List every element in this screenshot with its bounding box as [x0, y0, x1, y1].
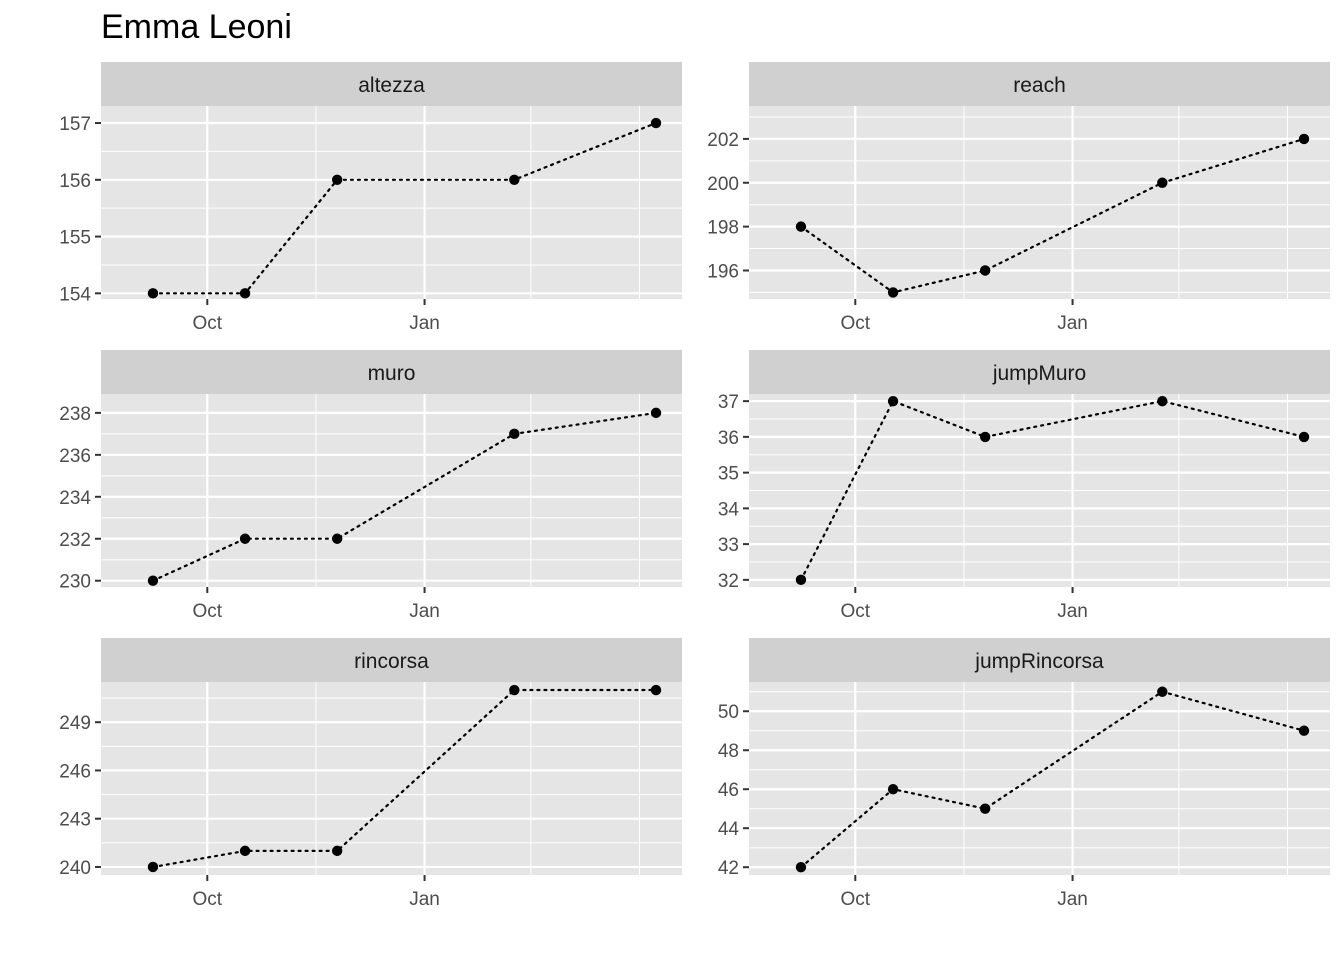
y-tick-label: 33 [718, 535, 739, 556]
facet-strip [749, 62, 1330, 106]
data-point [650, 407, 662, 419]
x-tick-label: Oct [192, 601, 222, 622]
y-tick-label: 232 [59, 530, 91, 551]
data-point [1298, 133, 1310, 145]
y-tick-label: 230 [59, 572, 91, 593]
facet-label: altezza [358, 74, 425, 97]
chart-title: Emma Leoni [101, 8, 292, 46]
facet-strip [749, 638, 1330, 682]
y-tick-label: 198 [707, 218, 739, 239]
x-tick-label: Jan [1057, 313, 1088, 334]
panel-rincorsa: rincorsa 240 243 246 249 Oct Jan [59, 638, 682, 910]
data-point [1157, 686, 1168, 697]
series-line [799, 137, 1306, 294]
y-tick-label: 202 [707, 130, 739, 151]
data-point [979, 431, 991, 443]
data-point [509, 174, 520, 185]
data-point [887, 784, 899, 795]
y-tick-label: 155 [59, 228, 91, 249]
facet-label: rincorsa [354, 650, 429, 673]
data-point [1298, 725, 1310, 736]
y-tick-label: 243 [59, 810, 91, 831]
data-point [239, 288, 251, 299]
data-point [509, 684, 520, 696]
facet-label: muro [368, 362, 416, 385]
y-tick-label: 36 [718, 428, 739, 449]
y-tick-label: 32 [718, 571, 739, 592]
data-point [331, 174, 343, 185]
y-tick-label: 34 [718, 499, 740, 520]
y-tick-label: 48 [718, 741, 739, 762]
panel-jumpMuro: jumpMuro 32 33 34 35 36 37 Oct Jan [718, 350, 1330, 622]
data-point [795, 862, 807, 873]
y-tick-label: 196 [707, 261, 739, 282]
data-point [331, 533, 343, 544]
x-tick-label: Oct [192, 889, 222, 910]
y-tick-label: 46 [718, 780, 739, 801]
panel-background [101, 106, 682, 299]
data-point [509, 428, 520, 440]
data-point [887, 287, 899, 298]
data-point [795, 574, 807, 586]
x-tick-label: Jan [409, 889, 440, 910]
data-point [147, 288, 159, 299]
panel-muro: muro 230 232 234 236 238 Oct Jan [59, 350, 682, 622]
y-tick-label: 236 [59, 446, 91, 467]
y-tick-label: 157 [59, 114, 91, 135]
y-tick-label: 234 [59, 488, 91, 509]
facet-label: jumpRincorsa [974, 650, 1104, 673]
panel-background [101, 682, 682, 875]
x-tick-label: Oct [840, 889, 870, 910]
data-point [650, 117, 662, 129]
facet-strip [101, 62, 682, 106]
x-tick-label: Jan [1057, 889, 1088, 910]
y-tick-label: 240 [59, 858, 91, 879]
data-point [1157, 395, 1168, 407]
data-point [887, 395, 899, 407]
y-tick-label: 246 [59, 761, 91, 782]
x-tick-label: Oct [192, 313, 222, 334]
data-point [331, 845, 343, 857]
data-point [147, 575, 159, 586]
x-tick-label: Oct [840, 601, 870, 622]
y-tick-label: 35 [718, 464, 739, 485]
panel-reach: reach 196 198 200 202 Oct Jan [707, 62, 1330, 334]
panel-background [749, 682, 1330, 875]
data-point [1157, 177, 1168, 188]
panel-background [101, 394, 682, 587]
data-point [147, 861, 159, 873]
y-tick-label: 37 [718, 392, 739, 413]
data-point [1298, 431, 1310, 443]
panel-altezza: altezza 154 155 156 157 Oct Jan [59, 62, 682, 334]
y-tick-label: 200 [707, 174, 739, 195]
data-point [650, 684, 662, 696]
facet-label: jumpMuro [992, 362, 1086, 385]
data-point [795, 221, 807, 232]
x-tick-label: Jan [1057, 601, 1088, 622]
data-point [239, 533, 251, 544]
y-tick-label: 249 [59, 713, 91, 734]
facet-strip [749, 350, 1330, 394]
y-tick-label: 44 [718, 819, 740, 840]
panel-jumpRincorsa: jumpRincorsa 42 44 46 48 50 Oct Jan [718, 638, 1330, 910]
x-tick-label: Jan [409, 601, 440, 622]
y-tick-label: 156 [59, 171, 91, 192]
series-line [151, 688, 658, 869]
y-tick-label: 154 [59, 284, 91, 305]
y-tick-label: 50 [718, 702, 739, 723]
data-point [239, 845, 251, 857]
data-point [979, 265, 991, 276]
facet-strip [101, 638, 682, 682]
series-line [799, 690, 1306, 869]
x-tick-label: Oct [840, 313, 870, 334]
data-point [979, 803, 991, 814]
x-tick-label: Jan [409, 313, 440, 334]
y-tick-label: 42 [718, 858, 739, 879]
y-tick-label: 238 [59, 404, 91, 425]
facet-label: reach [1013, 74, 1066, 97]
facet-strip [101, 350, 682, 394]
